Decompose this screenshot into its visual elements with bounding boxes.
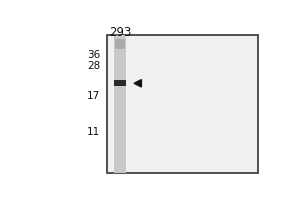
Polygon shape [134, 80, 141, 87]
Bar [114, 80, 126, 86]
Bar [114, 35, 126, 173]
Text: 28: 28 [87, 61, 100, 71]
Text: 36: 36 [87, 50, 100, 60]
Bar [115, 39, 125, 49]
Text: 11: 11 [87, 127, 100, 137]
Text: 293: 293 [109, 26, 131, 39]
Bar [107, 35, 258, 173]
Text: 17: 17 [87, 91, 100, 101]
